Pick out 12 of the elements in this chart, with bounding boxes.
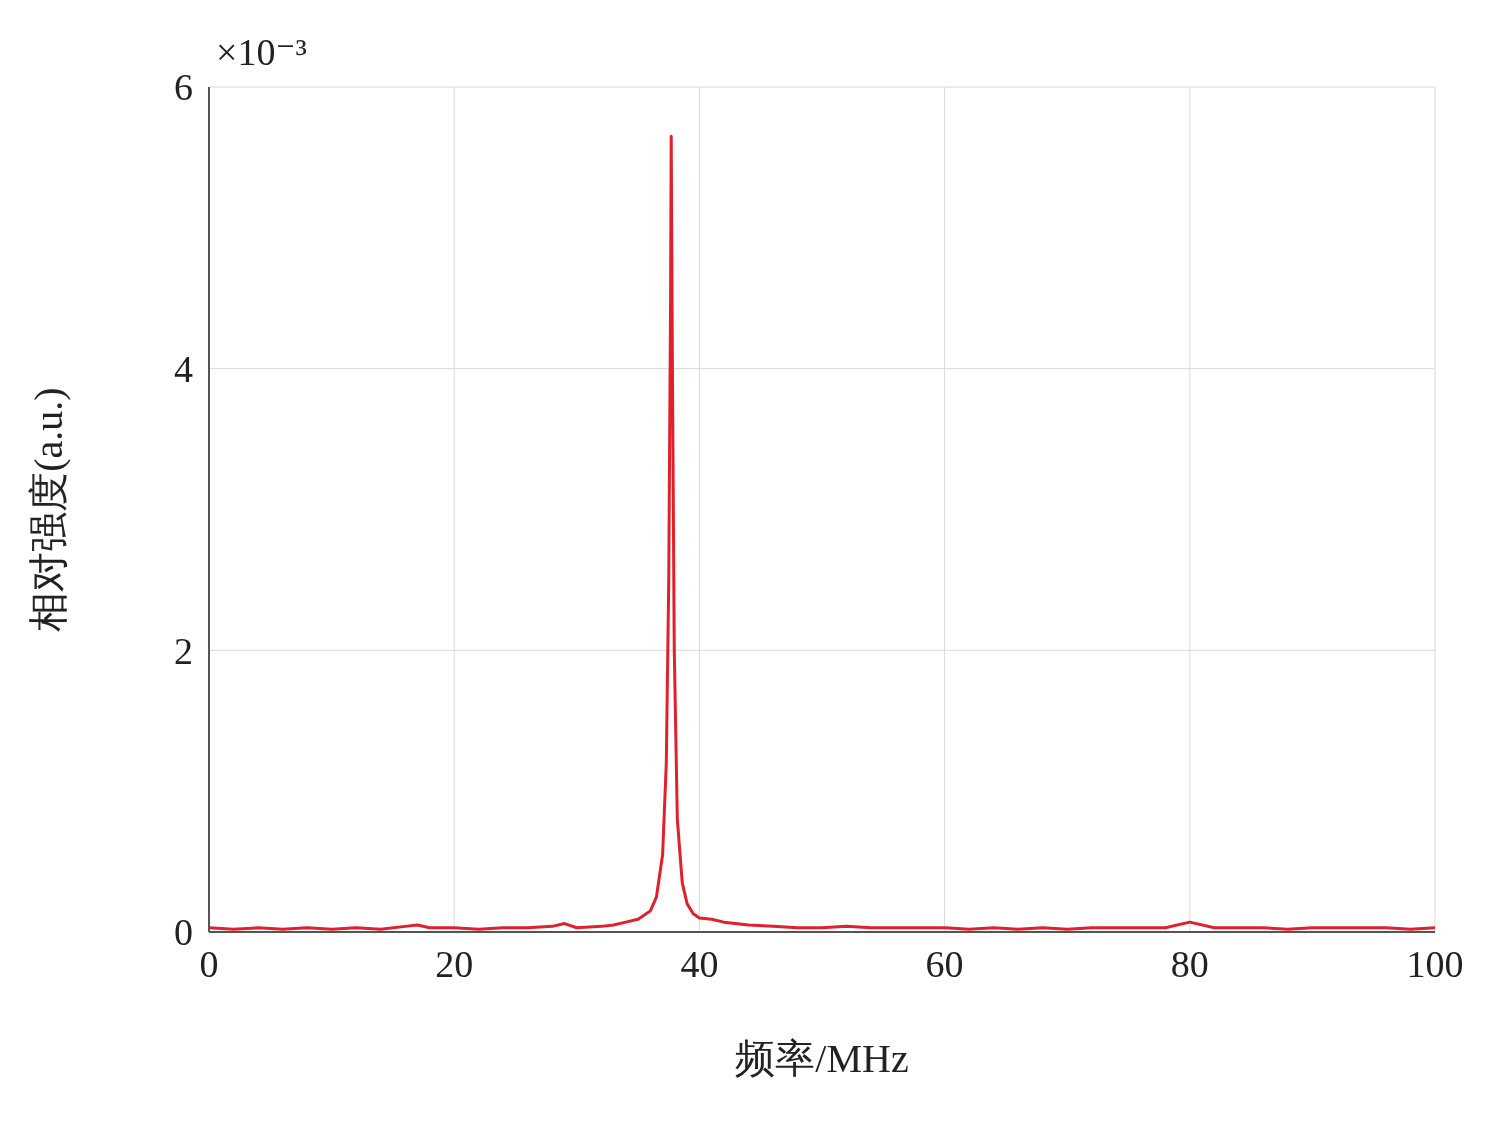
x-tick-label: 80: [1170, 942, 1209, 985]
y-tick-label: 2: [174, 629, 193, 672]
y-tick-label: 4: [174, 348, 193, 391]
y-axis-title: 相对强度(a.u.): [26, 387, 72, 632]
x-tick-label: 100: [1406, 942, 1464, 985]
x-tick-label: 60: [925, 942, 964, 985]
y-tick-label: 6: [174, 66, 193, 109]
x-axis-title: 频率/MHz: [735, 1036, 909, 1081]
x-tick-label: 20: [435, 942, 474, 985]
y-tick-label: 0: [174, 911, 193, 954]
text: ×10⁻³: [216, 30, 307, 74]
x-tick-label: 40: [680, 942, 719, 985]
